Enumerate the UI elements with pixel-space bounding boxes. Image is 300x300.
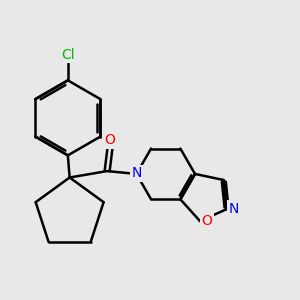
Text: N: N (229, 202, 239, 216)
Text: O: O (202, 214, 212, 228)
Text: N: N (131, 166, 142, 180)
Text: O: O (105, 133, 116, 147)
Text: Cl: Cl (61, 48, 75, 62)
Text: N: N (131, 166, 142, 180)
